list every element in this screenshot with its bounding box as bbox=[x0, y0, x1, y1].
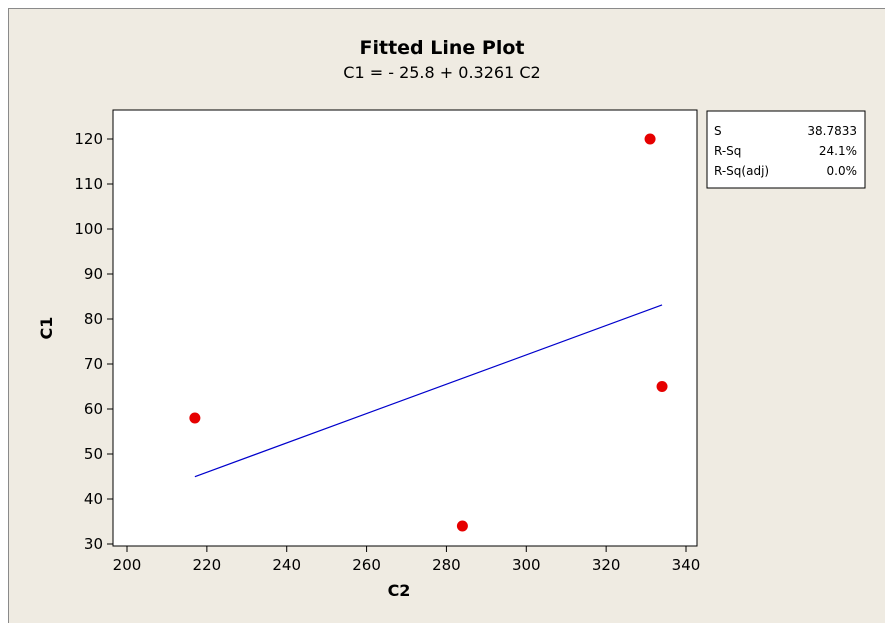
stat-value: 38.7833 bbox=[807, 124, 857, 138]
x-tick-label: 300 bbox=[512, 556, 541, 574]
y-tick-label: 70 bbox=[84, 355, 103, 373]
x-tick-label: 240 bbox=[272, 556, 301, 574]
fit-line-layer bbox=[194, 304, 663, 478]
stats-box-frame bbox=[706, 110, 866, 189]
x-tick-label: 220 bbox=[193, 556, 222, 574]
chart-panel: Fitted Line Plot C1 = - 25.8 + 0.3261 C2… bbox=[8, 8, 885, 623]
data-point bbox=[656, 381, 668, 392]
stat-label: R-Sq(adj) bbox=[714, 164, 769, 178]
y-tick-label: 100 bbox=[74, 220, 103, 238]
fitted-line-plot: Fitted Line Plot C1 = - 25.8 + 0.3261 C2… bbox=[37, 37, 866, 600]
y-axis-label: C1 bbox=[37, 317, 56, 340]
y-axis: 30 40 50 60 70 80 90 100 110 120 bbox=[74, 130, 113, 553]
x-tick-label: 200 bbox=[113, 556, 142, 574]
y-tick-label: 80 bbox=[84, 310, 103, 328]
stats-box: S 38.7833 R-Sq 24.1% R-Sq(adj) 0.0% bbox=[706, 110, 866, 189]
x-tick-label: 280 bbox=[432, 556, 461, 574]
data-points bbox=[189, 133, 668, 532]
stat-label: R-Sq bbox=[714, 144, 741, 158]
y-tick-label: 40 bbox=[84, 490, 103, 508]
data-point bbox=[189, 412, 201, 424]
x-tick-label: 320 bbox=[592, 556, 621, 574]
chart-title: Fitted Line Plot bbox=[360, 37, 525, 59]
y-tick-label: 30 bbox=[84, 535, 103, 553]
data-point bbox=[644, 133, 656, 145]
y-tick-label: 60 bbox=[84, 400, 103, 418]
plot-area bbox=[112, 109, 698, 547]
y-tick-label: 110 bbox=[74, 175, 103, 193]
data-point bbox=[456, 520, 468, 532]
y-tick-label: 120 bbox=[74, 130, 103, 148]
x-axis-label: C2 bbox=[388, 581, 411, 600]
x-tick-label: 260 bbox=[352, 556, 381, 574]
y-tick-label: 50 bbox=[84, 445, 103, 463]
x-tick-label: 340 bbox=[672, 556, 701, 574]
chart-subtitle: C1 = - 25.8 + 0.3261 C2 bbox=[343, 63, 540, 82]
stat-label: S bbox=[714, 124, 722, 138]
stat-value: 24.1% bbox=[819, 144, 857, 158]
x-axis: 200 220 240 260 280 300 320 340 bbox=[113, 546, 701, 574]
stat-value: 0.0% bbox=[827, 164, 858, 178]
y-tick-label: 90 bbox=[84, 265, 103, 283]
fit-line bbox=[194, 304, 663, 478]
